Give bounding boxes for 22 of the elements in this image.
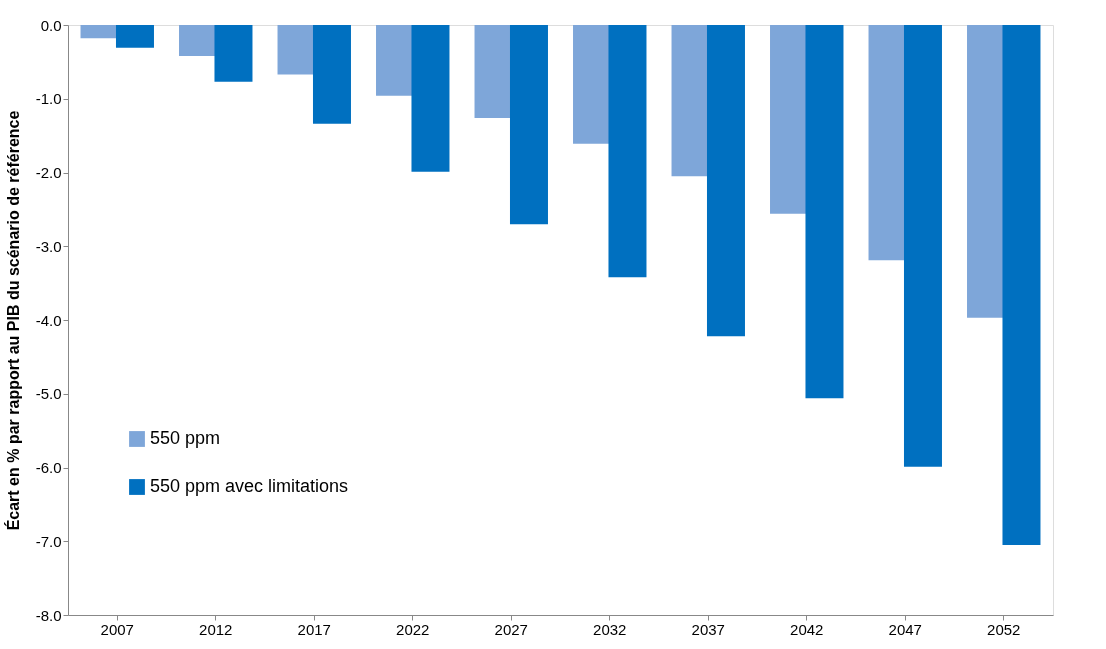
x-tick-label: 2042 [790,620,824,638]
x-tick-label: 2052 [987,620,1021,638]
x-tick-label: 2022 [396,620,430,638]
x-tick-label: 2017 [297,620,331,638]
x-tick-label: 2012 [199,620,233,638]
y-tick-label: -7.0 [35,532,62,550]
legend-label: 550 ppm [150,428,221,448]
y-tick-label: 0.0 [40,16,62,34]
y-tick-label: -8.0 [35,606,62,624]
x-tick-label: 2032 [593,620,627,638]
y-tick-label: -2.0 [35,164,62,181]
y-tick-label: -3.0 [35,237,62,255]
x-tick-label: 2037 [691,620,725,638]
x-tick-label: 2027 [494,620,528,638]
legend-label: 550 ppm avec limitations [150,476,349,496]
y-tick-label: -5.0 [35,385,62,403]
x-tick-label: 2047 [888,620,922,638]
y-tick-label: -6.0 [35,459,62,476]
y-tick-label: -1.0 [35,90,62,108]
y-tick-label: -4.0 [35,311,62,329]
x-tick-label: 2007 [100,620,134,638]
y-axis-title: Écart en % par rapport au PIB du scénario de référence [3,110,22,531]
